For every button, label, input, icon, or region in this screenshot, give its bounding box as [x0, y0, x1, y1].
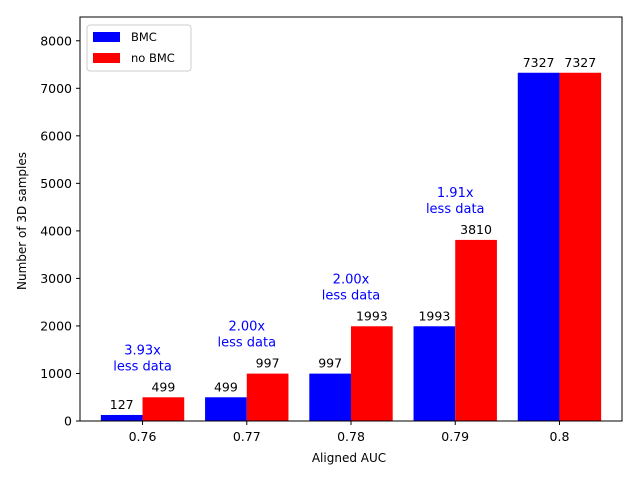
bar-bmc-0.78 [309, 373, 351, 421]
y-tick-label: 5000 [40, 176, 72, 191]
data-label: 997 [318, 356, 342, 371]
x-tick-label: 0.76 [129, 429, 157, 444]
data-label: 1993 [418, 308, 450, 323]
y-tick-label: 3000 [40, 271, 72, 286]
x-tick-label: 0.79 [441, 429, 469, 444]
annotation-line1: 1.91x [437, 186, 474, 201]
legend: BMC no BMC [86, 24, 192, 72]
plot-area: 127 499 997 1993 7327 499 997 1993 3810 7327 3.93x… [40, 16, 623, 444]
bar-no-bmc-0.8 [559, 72, 602, 421]
y-tick-label: 2000 [40, 318, 72, 333]
legend-swatch [93, 53, 120, 63]
data-label: 127 [110, 397, 134, 412]
data-label: 7327 [564, 55, 596, 70]
data-label: 499 [151, 379, 175, 394]
data-label: 499 [214, 379, 238, 394]
data-label: 3810 [460, 222, 492, 237]
annotation-line2: less data [217, 336, 276, 351]
annotation-line1: 2.00x [333, 272, 370, 287]
bar-no-bmc-0.78 [351, 326, 393, 421]
bar-no-bmc-0.79 [455, 239, 497, 421]
y-axis-title: Number of 3D samples [15, 152, 29, 290]
x-tick-label: 0.77 [233, 429, 261, 444]
bar-bmc-0.8 [517, 72, 560, 421]
annotation-line2: less data [426, 202, 485, 217]
y-tick-label: 7000 [40, 81, 72, 96]
data-label: 1993 [356, 308, 388, 323]
y-tick-label: 0 [64, 414, 72, 429]
x-tick-label: 0.78 [337, 429, 365, 444]
bar-bmc-0.79 [413, 326, 456, 421]
annotation-line1: 2.00x [228, 320, 265, 335]
annotation-line2: less data [322, 288, 381, 303]
y-tick-label: 8000 [40, 33, 72, 48]
bar-bmc-0.76 [100, 414, 143, 421]
bar-no-bmc-0.77 [246, 373, 289, 421]
x-axis-title: Aligned AUC [312, 451, 386, 465]
legend-swatch [93, 32, 120, 42]
y-tick-label: 1000 [40, 366, 72, 381]
annotation-line2: less data [113, 359, 172, 374]
x-tick-label: 0.8 [550, 429, 570, 444]
annotation-line1: 3.93x [124, 343, 161, 358]
bar-bmc-0.77 [205, 397, 247, 421]
y-tick-label: 6000 [40, 128, 72, 143]
y-tick-label: 4000 [40, 223, 72, 238]
data-label: 997 [256, 356, 280, 371]
legend-label: no BMC [131, 51, 175, 65]
bar-no-bmc-0.76 [142, 397, 185, 421]
data-label: 7327 [523, 55, 555, 70]
legend-label: BMC [131, 30, 157, 44]
